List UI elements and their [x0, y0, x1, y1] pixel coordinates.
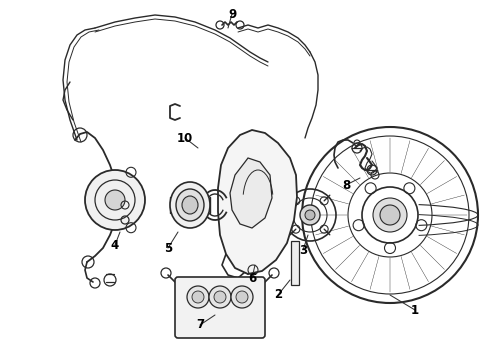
- Circle shape: [231, 286, 253, 308]
- Circle shape: [187, 286, 209, 308]
- Text: 9: 9: [228, 8, 236, 21]
- Text: 7: 7: [196, 319, 204, 332]
- Polygon shape: [230, 158, 272, 228]
- Text: 5: 5: [164, 242, 172, 255]
- Circle shape: [209, 286, 231, 308]
- Circle shape: [305, 210, 315, 220]
- Ellipse shape: [176, 189, 204, 221]
- FancyBboxPatch shape: [175, 277, 265, 338]
- Circle shape: [236, 291, 248, 303]
- Circle shape: [85, 170, 145, 230]
- Text: 8: 8: [342, 179, 350, 192]
- Text: 3: 3: [299, 243, 307, 257]
- Circle shape: [300, 205, 320, 225]
- Circle shape: [105, 190, 125, 210]
- Circle shape: [373, 198, 407, 232]
- Text: 4: 4: [111, 239, 119, 252]
- Ellipse shape: [182, 196, 198, 214]
- Text: 1: 1: [411, 303, 419, 316]
- Circle shape: [380, 205, 400, 225]
- Text: 2: 2: [274, 288, 282, 302]
- FancyBboxPatch shape: [291, 241, 299, 285]
- Ellipse shape: [170, 182, 210, 228]
- Text: 6: 6: [248, 271, 256, 284]
- Circle shape: [192, 291, 204, 303]
- Circle shape: [214, 291, 226, 303]
- Text: 10: 10: [177, 131, 193, 144]
- Polygon shape: [218, 130, 297, 274]
